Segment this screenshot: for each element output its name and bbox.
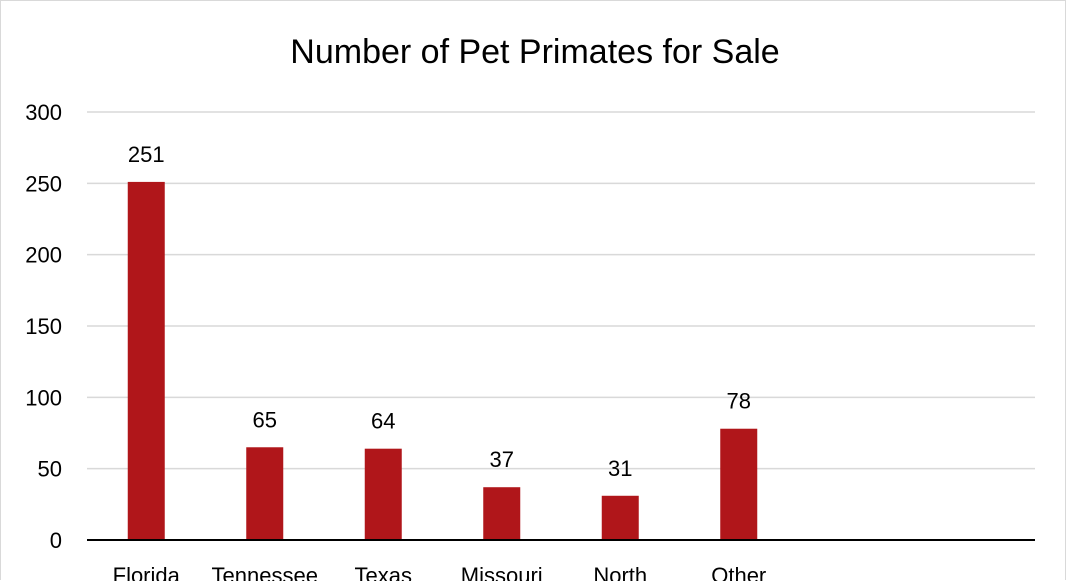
bar xyxy=(127,181,165,540)
y-tick-label: 100 xyxy=(25,385,62,410)
y-tick-label: 250 xyxy=(25,171,62,196)
data-label: 78 xyxy=(727,389,751,414)
x-tick-label: Florida xyxy=(113,563,181,581)
x-axis-tick-labels: Florida Tennessee Texas Missouri North Other xyxy=(113,563,767,581)
y-axis-tick-labels: 0 50 100 150 200 250 300 xyxy=(25,100,62,553)
data-label: 31 xyxy=(608,456,632,481)
bar xyxy=(364,448,402,540)
y-tick-label: 50 xyxy=(38,457,62,482)
data-label: 37 xyxy=(490,447,514,472)
x-tick-label: North xyxy=(593,563,647,581)
data-label: 65 xyxy=(253,407,277,432)
x-tick-label: Other xyxy=(711,563,766,581)
x-tick-label: Texas xyxy=(355,563,412,581)
y-tick-label: 0 xyxy=(50,528,62,553)
y-tick-label: 150 xyxy=(25,314,62,339)
bars xyxy=(127,181,758,540)
bar xyxy=(601,495,639,540)
data-labels: 251 65 64 37 31 78 xyxy=(128,142,751,481)
bar xyxy=(483,487,521,540)
data-label: 64 xyxy=(371,409,395,434)
chart-title: Number of Pet Primates for Sale xyxy=(290,33,779,71)
y-tick-label: 300 xyxy=(25,100,62,125)
x-tick-label: Missouri xyxy=(461,563,543,581)
gridlines xyxy=(87,111,1035,470)
bar xyxy=(720,428,758,540)
x-tick-label: Tennessee xyxy=(212,563,318,581)
bar xyxy=(246,447,284,540)
y-tick-label: 200 xyxy=(25,243,62,268)
data-label: 251 xyxy=(128,142,165,167)
